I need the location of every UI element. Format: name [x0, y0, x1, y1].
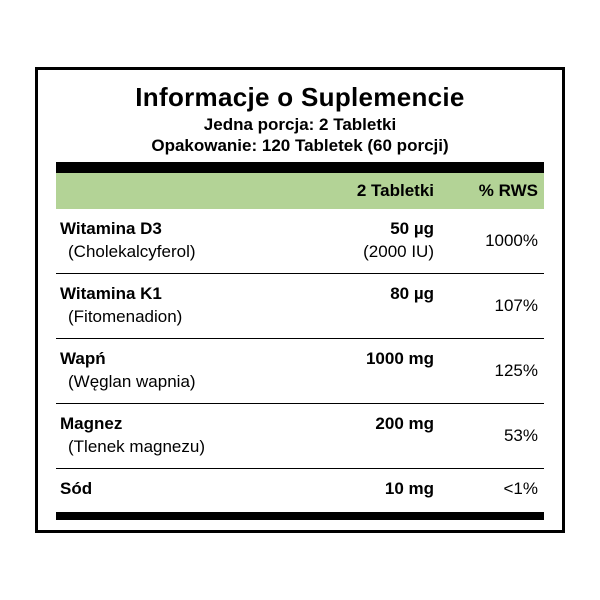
nutrient-name: Magnez(Tlenek magnezu)	[56, 413, 314, 459]
nutrient-rws: 107%	[444, 296, 544, 316]
nutrient-row: Wapń(Węglan wapnia)1000 mg125%	[56, 339, 544, 404]
nutrient-subname: (Fitomenadion)	[60, 306, 314, 329]
nutrient-rows: Witamina D3(Cholekalcyferol)50 µg(2000 I…	[56, 209, 544, 509]
nutrient-subname: (Cholekalcyferol)	[60, 241, 314, 264]
nutrient-rws: 125%	[444, 361, 544, 381]
divider-thick-bottom	[56, 512, 544, 520]
nutrient-amount: 10 mg	[314, 478, 444, 501]
nutrient-row: Magnez(Tlenek magnezu)200 mg53%	[56, 404, 544, 469]
serving-size: Jedna porcja: 2 Tabletki	[56, 115, 544, 135]
nutrient-subname: (Węglan wapnia)	[60, 371, 314, 394]
nutrient-amount: 200 mg	[314, 413, 444, 436]
nutrient-rws: 53%	[444, 426, 544, 446]
nutrient-row: Witamina K1(Fitomenadion)80 µg107%	[56, 274, 544, 339]
nutrient-row: Sód10 mg<1%	[56, 469, 544, 510]
nutrient-row: Witamina D3(Cholekalcyferol)50 µg(2000 I…	[56, 209, 544, 274]
package-info: Opakowanie: 120 Tabletek (60 porcji)	[56, 136, 544, 156]
header-amount-col: 2 Tabletki	[314, 181, 444, 201]
panel-title: Informacje o Suplemencie	[56, 82, 544, 113]
column-header-row: 2 Tabletki % RWS	[56, 173, 544, 209]
divider-thick-top	[56, 162, 544, 173]
nutrient-subname: (Tlenek magnezu)	[60, 436, 314, 459]
header-rws-col: % RWS	[444, 181, 544, 201]
nutrient-amount: 1000 mg	[314, 348, 444, 371]
nutrient-name: Sód	[56, 478, 314, 501]
nutrient-subamount: (2000 IU)	[314, 241, 434, 264]
supplement-facts-panel: Informacje o Suplemencie Jedna porcja: 2…	[35, 67, 565, 532]
nutrient-amount: 80 µg	[314, 283, 444, 306]
nutrient-name: Witamina D3(Cholekalcyferol)	[56, 218, 314, 264]
nutrient-name: Witamina K1(Fitomenadion)	[56, 283, 314, 329]
nutrient-rws: <1%	[444, 479, 544, 499]
nutrient-amount: 50 µg(2000 IU)	[314, 218, 444, 264]
nutrient-name: Wapń(Węglan wapnia)	[56, 348, 314, 394]
nutrient-rws: 1000%	[444, 231, 544, 251]
header-name-col	[56, 181, 314, 201]
